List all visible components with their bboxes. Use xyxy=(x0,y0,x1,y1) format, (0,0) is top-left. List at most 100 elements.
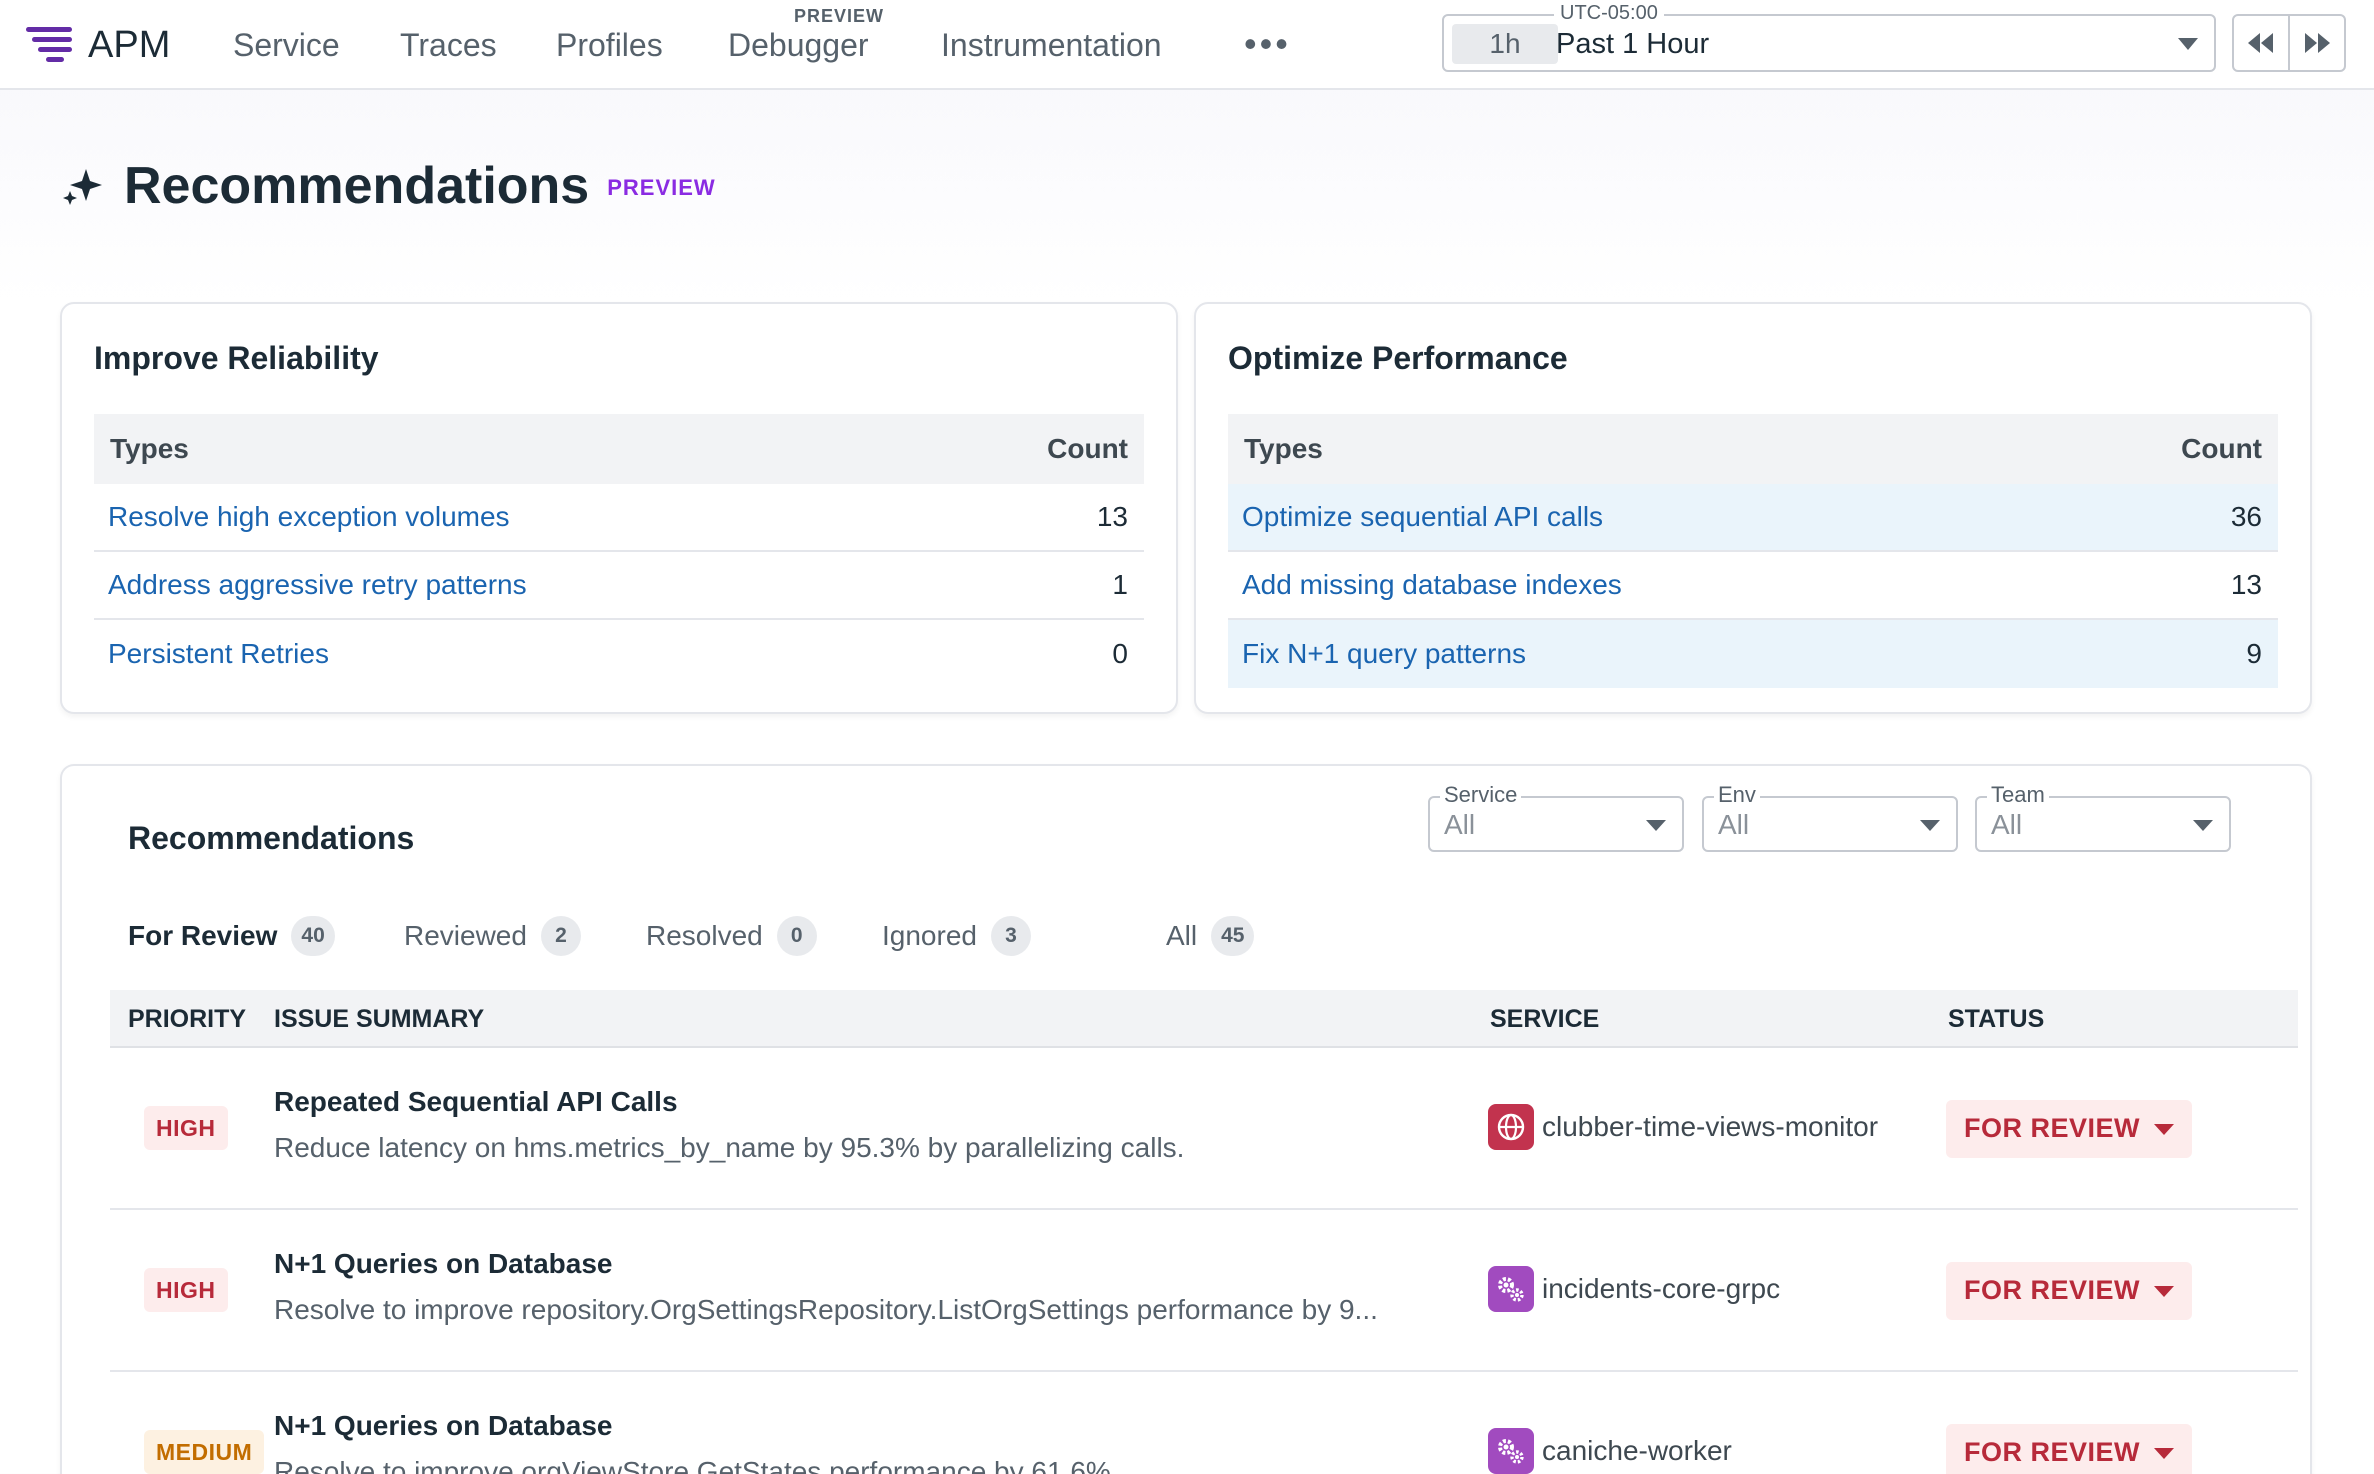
type-count: 13 xyxy=(1096,501,1128,532)
tab-label: Ignored xyxy=(882,920,977,951)
tab-label: Resolved xyxy=(646,920,763,951)
debugger-preview-badge: PREVIEW xyxy=(794,6,885,26)
service-name: caniche-worker xyxy=(1542,1435,1732,1466)
issue-title[interactable]: N+1 Queries on Database xyxy=(274,1248,613,1279)
page-title: Recommendations xyxy=(124,157,590,215)
gears-icon xyxy=(1488,1428,1534,1474)
tab-label: For Review xyxy=(128,920,278,951)
more-horizontal-icon[interactable]: ••• xyxy=(1244,23,1291,64)
time-picker[interactable]: UTC-05:00 1h Past 1 Hour xyxy=(1442,2,2216,72)
card-title: Improve Reliability xyxy=(94,340,379,376)
type-count: 9 xyxy=(2246,638,2262,669)
service-cell[interactable]: clubber-time-views-monitor xyxy=(1488,1104,1878,1150)
column-types: Types xyxy=(1244,433,1323,464)
env-filter[interactable]: Env All xyxy=(1702,782,1958,852)
chevron-down-icon xyxy=(2178,38,2198,50)
brand-title: APM xyxy=(88,23,171,66)
table-row[interactable]: Resolve high exception volumes 13 xyxy=(94,484,1144,552)
filter-value: All xyxy=(1718,809,1750,840)
table-header: PRIORITY ISSUE SUMMARY SERVICE STATUS xyxy=(110,990,2298,1048)
rewind-icon xyxy=(2248,33,2273,53)
column-types: Types xyxy=(110,433,189,464)
column-count: Count xyxy=(2181,433,2262,464)
fast-forward-icon xyxy=(2305,33,2330,53)
card-title: Optimize Performance xyxy=(1228,340,1568,376)
type-link[interactable]: Persistent Retries xyxy=(108,638,329,669)
performance-table: Types Count Optimize sequential API call… xyxy=(1228,414,2278,688)
performance-card: Optimize Performance Types Count Optimiz… xyxy=(1194,302,2312,714)
count-badge: 3 xyxy=(990,916,1031,956)
nav-service[interactable]: Service xyxy=(233,27,340,63)
tab-label: All xyxy=(1166,920,1198,951)
tab-reviewed[interactable]: Reviewed 2 xyxy=(404,914,581,958)
table-row[interactable]: Address aggressive retry patterns 1 xyxy=(94,552,1144,620)
status-dropdown[interactable]: FOR REVIEW xyxy=(1946,1424,2192,1474)
issue-description: Resolve to improve repository.OrgSetting… xyxy=(274,1294,1378,1325)
table-row[interactable]: MEDIUM N+1 Queries on Database Resolve t… xyxy=(110,1372,2298,1474)
status-dropdown[interactable]: FOR REVIEW xyxy=(1946,1100,2192,1158)
table-row[interactable]: HIGH Repeated Sequential API Calls Reduc… xyxy=(110,1048,2298,1210)
table-row[interactable]: HIGH N+1 Queries on Database Resolve to … xyxy=(110,1210,2298,1372)
table-row[interactable]: Fix N+1 query patterns 9 xyxy=(1228,620,2278,688)
column-status[interactable]: STATUS xyxy=(1948,1005,2045,1033)
time-range-short: 1h xyxy=(1452,24,1558,64)
status-label: FOR REVIEW xyxy=(1964,1113,2141,1143)
chevron-down-icon xyxy=(2154,1124,2174,1135)
type-link[interactable]: Fix N+1 query patterns xyxy=(1242,638,1527,669)
filter-value: All xyxy=(1444,809,1476,840)
type-link[interactable]: Optimize sequential API calls xyxy=(1242,501,1604,532)
table-row[interactable]: Add missing database indexes 13 xyxy=(1228,552,2278,620)
issue-title[interactable]: Repeated Sequential API Calls xyxy=(274,1086,678,1117)
sparkle-icon xyxy=(63,169,102,205)
tab-ignored[interactable]: Ignored 3 xyxy=(882,914,1031,958)
column-count: Count xyxy=(1047,433,1128,464)
gears-icon xyxy=(1488,1266,1534,1312)
table-header: Types Count xyxy=(94,414,1144,484)
type-count: 36 xyxy=(2230,501,2262,532)
service-name: incidents-core-grpc xyxy=(1542,1273,1781,1304)
nav-profiles[interactable]: Profiles xyxy=(556,27,663,63)
service-filter[interactable]: Service All xyxy=(1428,782,1684,852)
nav-instrumentation[interactable]: Instrumentation xyxy=(941,27,1162,63)
nav-traces[interactable]: Traces xyxy=(400,27,497,63)
status-label: FOR REVIEW xyxy=(1964,1275,2141,1305)
column-priority[interactable]: PRIORITY xyxy=(128,1005,247,1033)
reliability-card: Improve Reliability Types Count Resolve … xyxy=(60,302,1178,714)
nav-debugger[interactable]: Debugger xyxy=(728,27,869,63)
issue-description: Resolve to improve orgViewStore.GetState… xyxy=(274,1456,1111,1474)
type-count: 13 xyxy=(2230,569,2262,600)
tab-resolved[interactable]: Resolved 0 xyxy=(646,914,817,958)
service-cell[interactable]: caniche-worker xyxy=(1488,1428,1732,1474)
tab-for-review[interactable]: For Review 40 xyxy=(128,914,335,958)
chevron-down-icon xyxy=(2154,1286,2174,1297)
issue-title[interactable]: N+1 Queries on Database xyxy=(274,1410,613,1441)
filter-label: Team xyxy=(1987,782,2049,808)
issue-description: Reduce latency on hms.metrics_by_name by… xyxy=(274,1132,1185,1163)
preview-badge: PREVIEW xyxy=(607,175,716,200)
table-row[interactable]: Persistent Retries 0 xyxy=(94,620,1144,688)
column-issue-summary[interactable]: ISSUE SUMMARY xyxy=(274,1005,485,1033)
column-service[interactable]: SERVICE xyxy=(1490,1005,1600,1033)
time-range-label: Past 1 Hour xyxy=(1556,28,1710,60)
brand[interactable]: APM xyxy=(26,22,170,68)
status-dropdown[interactable]: FOR REVIEW xyxy=(1946,1262,2192,1320)
time-back-button[interactable] xyxy=(2234,16,2288,70)
table-row[interactable]: Optimize sequential API calls 36 xyxy=(1228,484,2278,552)
timezone-label: UTC-05:00 xyxy=(1554,2,1664,25)
team-filter[interactable]: Team All xyxy=(1975,782,2231,852)
time-nav xyxy=(2232,14,2346,72)
type-link[interactable]: Address aggressive retry patterns xyxy=(108,569,527,600)
count-badge: 45 xyxy=(1211,916,1255,956)
time-forward-button[interactable] xyxy=(2290,16,2344,70)
service-cell[interactable]: incidents-core-grpc xyxy=(1488,1266,1780,1312)
globe-icon xyxy=(1488,1104,1534,1150)
type-link[interactable]: Resolve high exception volumes xyxy=(108,501,510,532)
priority-badge: HIGH xyxy=(144,1268,228,1312)
count-badge: 0 xyxy=(776,916,817,956)
tab-all[interactable]: All 45 xyxy=(1166,914,1255,958)
count-badge: 40 xyxy=(291,916,335,956)
chevron-down-icon xyxy=(1646,820,1666,831)
chevron-down-icon xyxy=(2193,820,2213,831)
recommendations-table: PRIORITY ISSUE SUMMARY SERVICE STATUS HI… xyxy=(110,990,2298,1474)
type-link[interactable]: Add missing database indexes xyxy=(1242,569,1622,600)
